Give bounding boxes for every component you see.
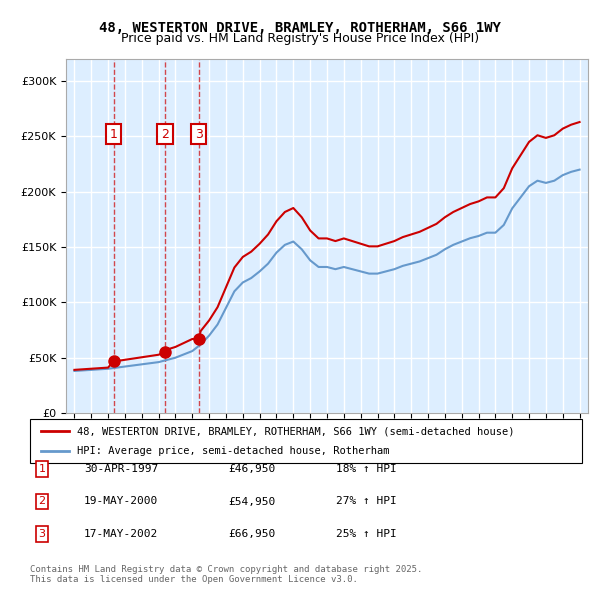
Text: 3: 3 <box>38 529 46 539</box>
Text: 19-MAY-2000: 19-MAY-2000 <box>84 497 158 506</box>
Text: 17-MAY-2002: 17-MAY-2002 <box>84 529 158 539</box>
Text: 30-APR-1997: 30-APR-1997 <box>84 464 158 474</box>
Text: 2: 2 <box>161 127 169 141</box>
Text: 25% ↑ HPI: 25% ↑ HPI <box>336 529 397 539</box>
Text: 1: 1 <box>110 127 118 141</box>
Text: 3: 3 <box>195 127 203 141</box>
Text: 1: 1 <box>38 464 46 474</box>
Text: 48, WESTERTON DRIVE, BRAMLEY, ROTHERHAM, S66 1WY: 48, WESTERTON DRIVE, BRAMLEY, ROTHERHAM,… <box>99 21 501 35</box>
Text: £54,950: £54,950 <box>228 497 275 506</box>
Text: 48, WESTERTON DRIVE, BRAMLEY, ROTHERHAM, S66 1WY (semi-detached house): 48, WESTERTON DRIVE, BRAMLEY, ROTHERHAM,… <box>77 427 514 436</box>
Text: 18% ↑ HPI: 18% ↑ HPI <box>336 464 397 474</box>
Text: Contains HM Land Registry data © Crown copyright and database right 2025.
This d: Contains HM Land Registry data © Crown c… <box>30 565 422 584</box>
Text: HPI: Average price, semi-detached house, Rotherham: HPI: Average price, semi-detached house,… <box>77 446 389 455</box>
Text: Price paid vs. HM Land Registry's House Price Index (HPI): Price paid vs. HM Land Registry's House … <box>121 32 479 45</box>
Text: £46,950: £46,950 <box>228 464 275 474</box>
Text: 2: 2 <box>38 497 46 506</box>
Text: 27% ↑ HPI: 27% ↑ HPI <box>336 497 397 506</box>
Text: £66,950: £66,950 <box>228 529 275 539</box>
